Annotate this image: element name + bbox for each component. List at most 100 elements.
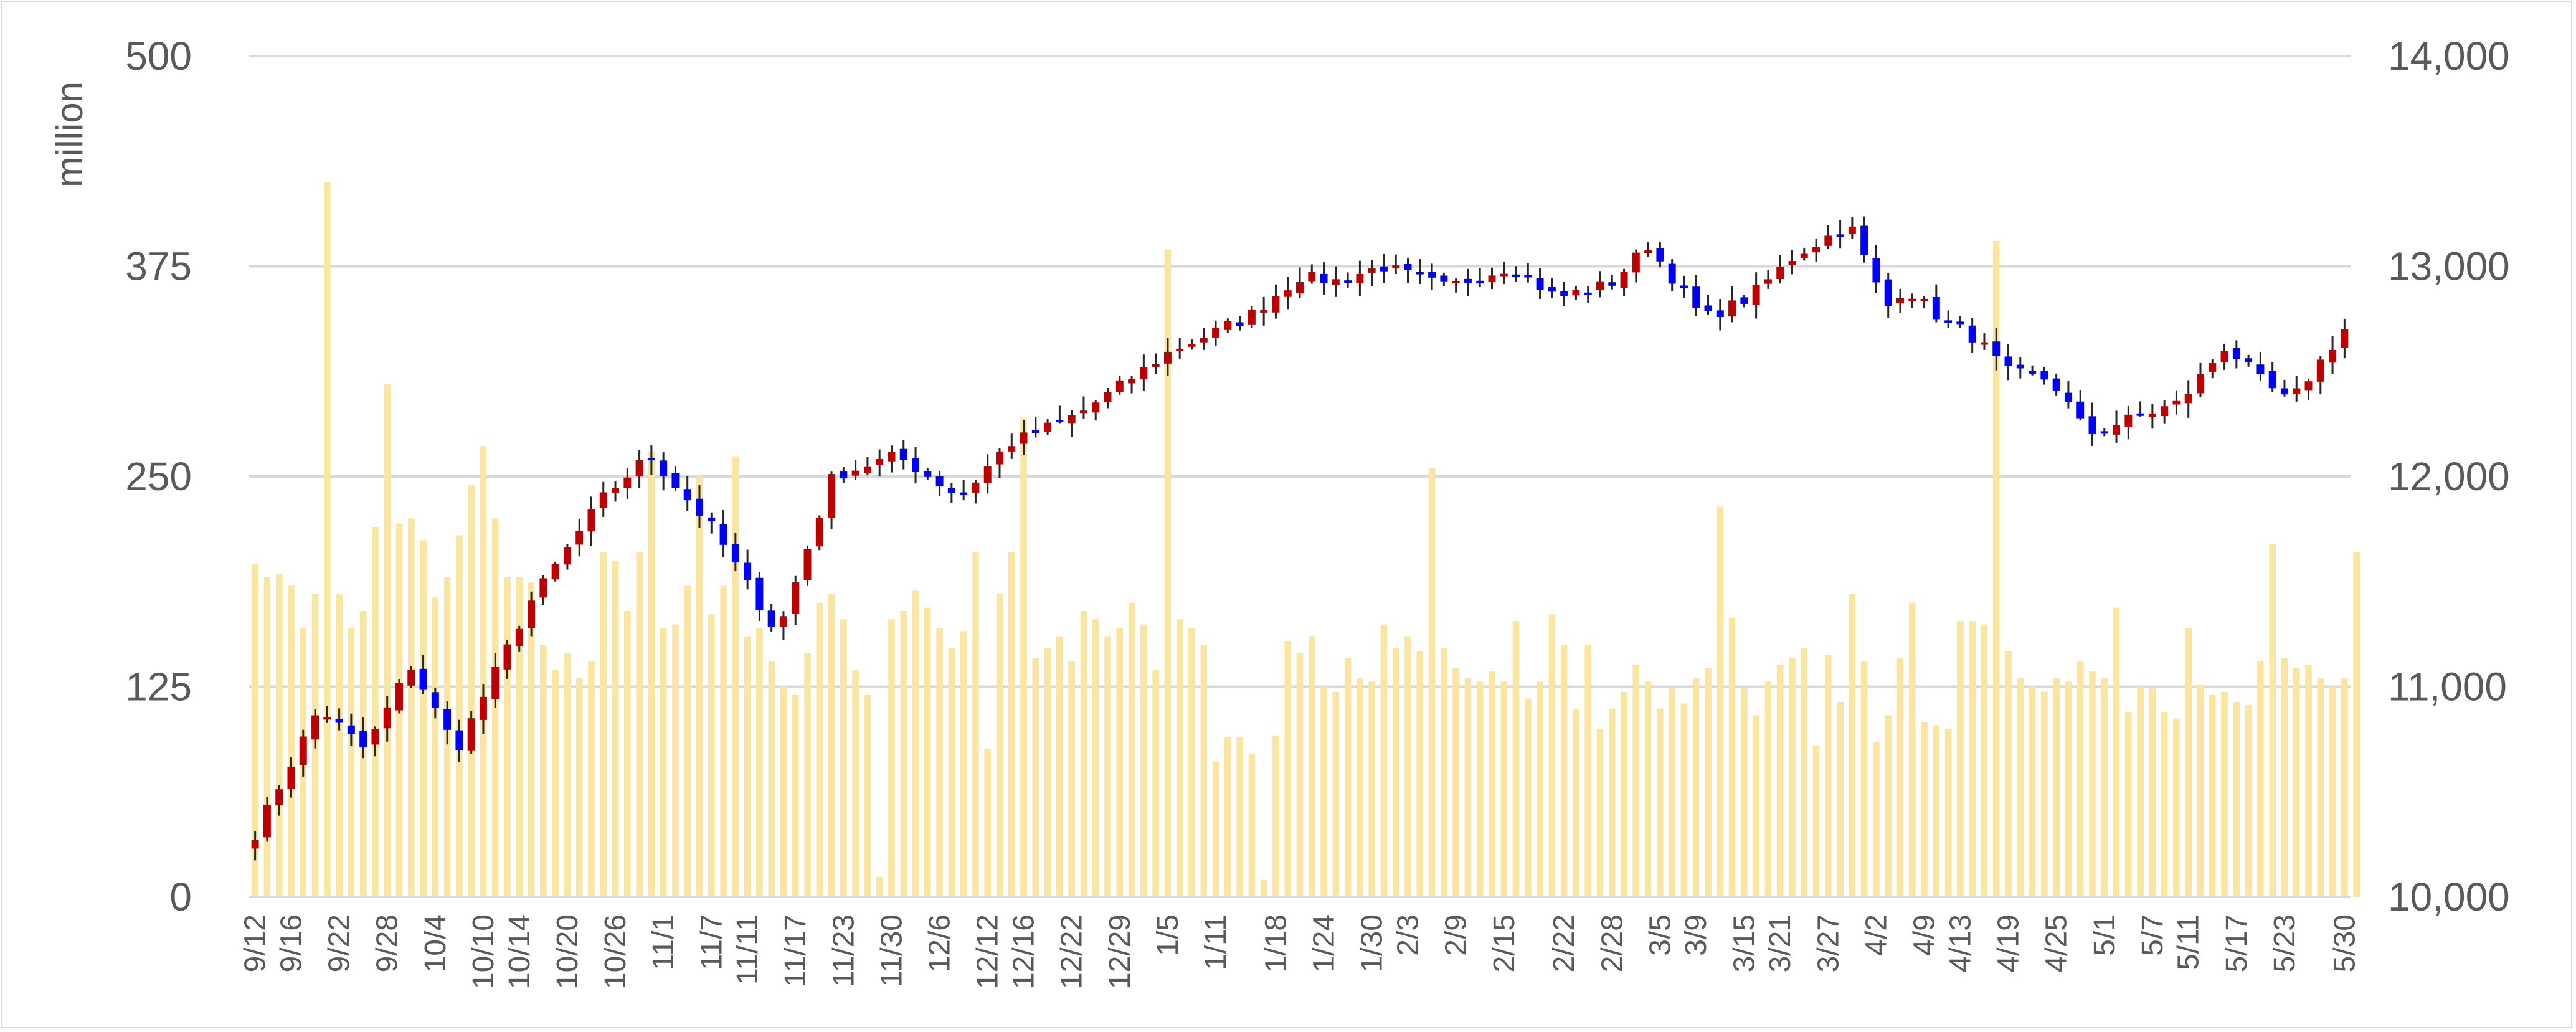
volume-bar-6 — [324, 182, 331, 897]
candle-body-87 — [1296, 282, 1304, 294]
volume-bar-160 — [2173, 718, 2180, 897]
volume-bar-110 — [1573, 708, 1579, 897]
candle-body-113 — [1608, 282, 1616, 286]
volume-bar-106 — [1525, 698, 1532, 897]
volume-bar-97 — [1416, 651, 1424, 897]
volume-bar-23 — [528, 582, 535, 897]
candle-body-56 — [924, 471, 932, 477]
volume-bar-62 — [996, 594, 1003, 897]
volume-bar-90 — [1332, 691, 1340, 897]
candle-body-48 — [828, 474, 836, 518]
candle-body-133 — [1848, 226, 1856, 234]
candle-body-81 — [1224, 321, 1232, 330]
candle-body-71 — [1104, 392, 1112, 402]
volume-bar-103 — [1489, 671, 1495, 897]
volume-bar-104 — [1500, 681, 1508, 897]
volume-bar-28 — [588, 661, 595, 897]
volume-bar-134 — [1860, 661, 1868, 897]
candle-body-170 — [2293, 388, 2301, 394]
candle-body-126 — [1764, 279, 1772, 284]
candle-body-36 — [683, 489, 691, 501]
candle-body-157 — [2136, 413, 2144, 416]
volume-bar-146 — [2005, 651, 2012, 897]
candle-body-83 — [1248, 309, 1256, 325]
left-tick-label: 250 — [125, 454, 192, 499]
candle-body-52 — [876, 458, 884, 465]
candle-body-5 — [311, 715, 320, 740]
candle-body-76 — [1163, 351, 1172, 364]
volume-bar-51 — [864, 695, 871, 897]
candle-body-51 — [863, 466, 871, 473]
candle-body-138 — [1908, 298, 1916, 301]
left-tick-label: 375 — [125, 244, 192, 289]
volume-bar-2 — [275, 574, 283, 897]
volume-bars — [252, 182, 2360, 897]
candle-body-108 — [1548, 286, 1556, 292]
x-tick-label: 2/28 — [1596, 914, 1629, 972]
candle-body-73 — [1128, 379, 1136, 384]
x-tick-label: 3/21 — [1764, 914, 1797, 972]
volume-bar-43 — [768, 661, 775, 897]
left-tick-label: 0 — [169, 874, 192, 919]
candle-body-4 — [299, 736, 307, 765]
x-tick-label: 4/2 — [1860, 914, 1893, 956]
candle-body-72 — [1115, 380, 1124, 392]
candle-body-49 — [840, 471, 848, 479]
candle-body-10 — [371, 729, 379, 745]
candle-body-124 — [1740, 297, 1748, 304]
candle-body-118 — [1668, 263, 1676, 284]
volume-bar-76 — [1164, 249, 1172, 897]
x-tick-label: 9/28 — [371, 914, 404, 972]
x-tick-label: 10/14 — [503, 914, 536, 989]
candle-body-97 — [1416, 272, 1424, 275]
candle-body-165 — [2232, 348, 2240, 359]
candle-body-145 — [1992, 341, 2001, 357]
right-tick-label: 11,000 — [2388, 665, 2507, 709]
volume-bar-108 — [1548, 614, 1556, 897]
x-tick-label: 11/7 — [695, 914, 728, 970]
candle-body-153 — [2088, 416, 2096, 434]
volume-bar-56 — [924, 607, 931, 897]
candle-body-149 — [2040, 371, 2048, 380]
candle-body-69 — [1079, 410, 1087, 414]
volume-bar-25 — [552, 670, 559, 897]
candle-body-43 — [767, 610, 775, 627]
volume-bar-143 — [1969, 621, 1976, 897]
candle-body-84 — [1260, 310, 1268, 313]
volume-bar-156 — [2125, 712, 2132, 897]
x-tick-label: 2/22 — [1548, 914, 1581, 972]
volume-bar-35 — [672, 624, 679, 897]
right-tick-label: 12,000 — [2388, 454, 2510, 499]
volume-bar-71 — [1104, 636, 1111, 897]
candle-body-23 — [528, 600, 536, 628]
volume-bar-123 — [1728, 617, 1736, 897]
volume-bar-112 — [1596, 729, 1604, 897]
candle-body-27 — [575, 531, 584, 545]
x-tick-label: 9/22 — [323, 914, 356, 972]
candle-body-95 — [1392, 265, 1400, 268]
volume-bar-64 — [1020, 417, 1027, 897]
x-tick-label: 11/1 — [647, 914, 680, 970]
candle-body-24 — [539, 578, 547, 598]
volume-bar-148 — [2029, 686, 2036, 897]
candle-body-32 — [635, 460, 643, 477]
candle-body-92 — [1356, 273, 1364, 283]
candle-body-115 — [1632, 252, 1640, 273]
volume-bar-10 — [372, 527, 379, 897]
volume-bar-74 — [1140, 624, 1147, 897]
volume-bar-63 — [1008, 552, 1015, 897]
candle-body-91 — [1344, 280, 1352, 283]
candle-body-75 — [1152, 364, 1160, 367]
candle-body-3 — [287, 766, 295, 789]
candle-body-22 — [515, 628, 523, 646]
candle-body-171 — [2304, 381, 2313, 391]
x-tick-label: 11/23 — [827, 914, 860, 987]
volume-bar-17 — [456, 535, 463, 897]
candle-body-79 — [1200, 338, 1208, 343]
volume-bar-137 — [1896, 658, 1904, 897]
candle-body-164 — [2220, 351, 2228, 362]
x-tick-label: 11/11 — [731, 914, 764, 985]
x-tick-label: 3/27 — [1812, 914, 1845, 972]
volume-bar-67 — [1056, 636, 1063, 897]
candle-body-13 — [407, 669, 415, 686]
